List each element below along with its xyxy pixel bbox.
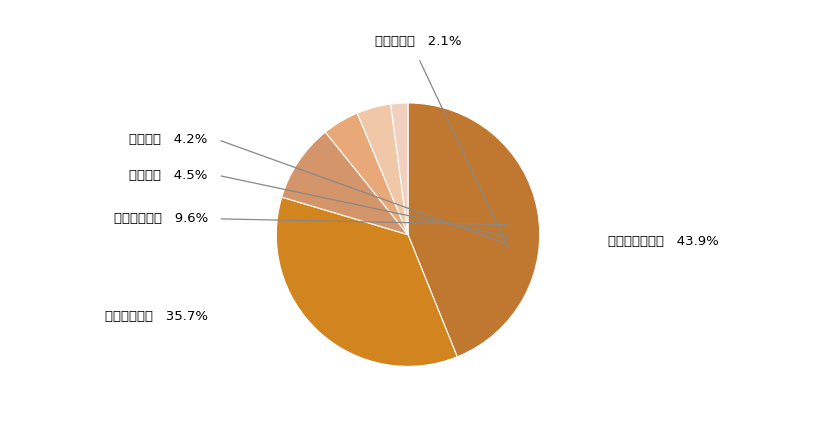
Wedge shape	[408, 103, 539, 357]
Text: 金融機関   4.2%: 金融機関 4.2%	[130, 133, 208, 146]
Text: 個人・その他   35.7%: 個人・その他 35.7%	[104, 310, 208, 323]
Wedge shape	[282, 132, 408, 235]
Text: 外国法人等   2.1%: 外国法人等 2.1%	[375, 35, 462, 48]
Text: 自己名義株式   9.6%: 自己名義株式 9.6%	[113, 212, 208, 225]
Wedge shape	[357, 104, 408, 235]
Text: その他国内法人   43.9%: その他国内法人 43.9%	[608, 235, 719, 248]
Wedge shape	[326, 113, 408, 235]
Wedge shape	[277, 197, 457, 366]
Wedge shape	[391, 103, 408, 235]
Text: 証券会社   4.5%: 証券会社 4.5%	[130, 169, 208, 182]
